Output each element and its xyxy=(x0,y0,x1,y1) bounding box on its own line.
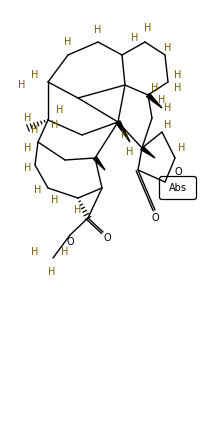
Text: H: H xyxy=(24,143,32,153)
Text: H: H xyxy=(51,195,59,205)
Text: Abs: Abs xyxy=(169,183,187,193)
Text: H: H xyxy=(31,125,39,135)
Text: H: H xyxy=(24,113,32,123)
Text: H: H xyxy=(158,95,166,105)
Text: H: H xyxy=(164,43,172,53)
Text: H: H xyxy=(24,163,32,173)
FancyBboxPatch shape xyxy=(160,177,197,199)
Text: H: H xyxy=(34,185,42,195)
Text: O: O xyxy=(151,213,159,223)
Text: H: H xyxy=(121,130,129,140)
Text: H: H xyxy=(164,103,172,113)
Text: H: H xyxy=(64,37,72,47)
Text: H: H xyxy=(144,23,152,33)
Text: H: H xyxy=(151,83,159,93)
Text: H: H xyxy=(74,205,82,215)
Polygon shape xyxy=(116,121,130,142)
Polygon shape xyxy=(141,147,155,158)
Text: H: H xyxy=(18,80,26,90)
Polygon shape xyxy=(93,157,105,170)
Text: H: H xyxy=(31,247,39,257)
Text: H: H xyxy=(94,25,102,35)
Polygon shape xyxy=(146,93,162,108)
Text: H: H xyxy=(164,120,172,130)
Text: O: O xyxy=(103,233,111,243)
Text: H: H xyxy=(56,105,64,115)
Text: O: O xyxy=(174,167,182,177)
Text: H: H xyxy=(51,120,59,130)
Text: O: O xyxy=(66,237,74,247)
Text: H: H xyxy=(174,83,182,93)
Text: H: H xyxy=(131,33,139,43)
Text: H: H xyxy=(31,70,39,80)
Text: H: H xyxy=(126,147,134,157)
Text: H: H xyxy=(174,70,182,80)
Text: H: H xyxy=(178,143,186,153)
Text: H: H xyxy=(48,267,56,277)
Text: H: H xyxy=(61,247,69,257)
